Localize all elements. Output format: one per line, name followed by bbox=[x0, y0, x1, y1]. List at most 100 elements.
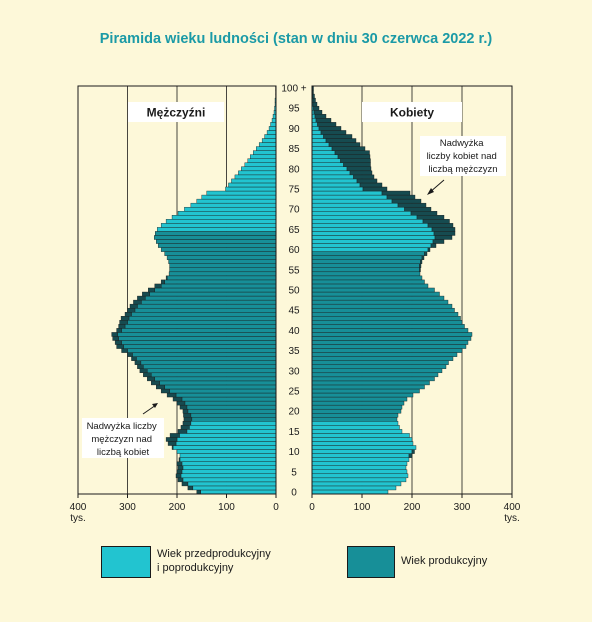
bar-women-age-62 bbox=[311, 239, 434, 244]
bar-women-age-74 bbox=[311, 190, 383, 196]
bar-women-excess-age-93 bbox=[314, 114, 327, 119]
bar-women-excess-age-98 bbox=[312, 93, 315, 99]
bar-women-age-46 bbox=[311, 303, 453, 309]
bar-men-age-66 bbox=[160, 223, 277, 228]
bar-men-excess-age-31 bbox=[137, 364, 144, 369]
bar-men-excess-age-17 bbox=[182, 421, 192, 426]
bar-men-excess-age-53 bbox=[165, 275, 168, 281]
bar-women-excess-age-94 bbox=[313, 110, 323, 115]
bar-men-excess-age-34 bbox=[127, 352, 133, 357]
bar-women-excess-age-97 bbox=[312, 97, 316, 103]
note-women-line3: liczbą mężczyzn bbox=[428, 164, 497, 175]
age-tick-label-70: 70 bbox=[288, 205, 300, 216]
bar-women-age-10 bbox=[311, 449, 413, 454]
bar-men-age-5 bbox=[181, 469, 277, 475]
age-tick-label-90: 90 bbox=[288, 124, 300, 135]
bar-women-age-48 bbox=[311, 295, 445, 301]
bar-women-excess-age-91 bbox=[317, 122, 337, 127]
bar-men-age-18 bbox=[191, 417, 277, 422]
bar-women-excess-age-81 bbox=[343, 162, 371, 167]
bar-women-age-90 bbox=[311, 126, 320, 131]
bar-men-age-48 bbox=[145, 295, 277, 301]
bar-women-age-12 bbox=[311, 441, 414, 446]
note-men-line2: mężczyzn nad bbox=[91, 434, 152, 445]
men-label: Mężczyźni bbox=[147, 106, 206, 120]
bar-men-age-51 bbox=[160, 283, 277, 289]
bar-women-age-21 bbox=[311, 404, 403, 410]
bar-women-age-15 bbox=[311, 429, 403, 434]
note-women-text: Nadwyżka liczby kobiet nad liczbą mężczy… bbox=[427, 138, 500, 175]
age-tick-label-10: 10 bbox=[288, 447, 300, 458]
bar-men-excess-age-39 bbox=[111, 332, 118, 337]
bar-women-excess-age-64 bbox=[433, 231, 456, 236]
bar-men-age-0 bbox=[200, 489, 277, 495]
bar-men-age-20 bbox=[187, 408, 277, 414]
bar-women-age-7 bbox=[311, 461, 408, 466]
bar-women-age-52 bbox=[311, 279, 425, 285]
bar-men-excess-age-19 bbox=[183, 413, 192, 418]
bar-women-excess-age-63 bbox=[434, 235, 453, 240]
bar-women-age-47 bbox=[311, 299, 449, 305]
bar-women-age-64 bbox=[311, 231, 435, 236]
bar-men-age-42 bbox=[127, 320, 277, 325]
legend-label-working: Wiek produkcyjny bbox=[401, 555, 488, 567]
bar-women-excess-age-65 bbox=[431, 227, 456, 232]
bar-women-age-9 bbox=[311, 453, 410, 458]
age-tick-label-85: 85 bbox=[288, 144, 300, 155]
legend-label-nonworking-line1: Wiek przedprodukcyjny bbox=[157, 548, 271, 560]
bar-women-excess-age-95 bbox=[313, 105, 320, 111]
bar-men-age-1 bbox=[192, 485, 277, 491]
bar-women-age-38 bbox=[311, 336, 472, 341]
bar-men-age-34 bbox=[132, 352, 277, 357]
bar-men-age-54 bbox=[168, 271, 277, 277]
chart-title: Piramida wieku ludności (stan w dniu 30 … bbox=[99, 31, 493, 47]
bar-women-age-78 bbox=[311, 174, 354, 180]
bar-women-excess-age-90 bbox=[318, 126, 342, 131]
bar-men-excess-age-47 bbox=[133, 299, 142, 305]
bar-men-age-67 bbox=[165, 219, 277, 224]
age-tick-label-55: 55 bbox=[288, 265, 300, 276]
bar-men-excess-age-38 bbox=[112, 336, 119, 341]
bar-women-age-16 bbox=[311, 425, 400, 430]
bar-men-excess-age-43 bbox=[120, 316, 130, 321]
bar-women-age-76 bbox=[311, 182, 361, 188]
bar-women-age-0 bbox=[311, 489, 389, 495]
bar-men-age-92 bbox=[271, 118, 277, 123]
women-label-box bbox=[362, 102, 462, 122]
bar-men-age-13 bbox=[176, 437, 277, 442]
note-women-line2: liczby kobiet nad bbox=[427, 151, 497, 162]
bar-women-age-22 bbox=[311, 400, 405, 406]
bar-women-excess-age-58 bbox=[421, 255, 425, 260]
bar-women-age-1 bbox=[311, 485, 397, 491]
bar-men-excess-age-37 bbox=[114, 340, 122, 345]
bar-women-excess-age-78 bbox=[353, 174, 375, 180]
bar-men-age-69 bbox=[177, 211, 277, 216]
unit-right: tys. bbox=[504, 513, 520, 524]
bar-men-age-6 bbox=[182, 465, 277, 470]
bar-men-age-87 bbox=[261, 138, 277, 143]
bar-women-excess-age-68 bbox=[416, 215, 445, 220]
bar-men-age-24 bbox=[175, 392, 277, 398]
age-tick-label-35: 35 bbox=[288, 346, 300, 357]
bar-men-age-73 bbox=[201, 194, 277, 200]
x-tick-label-left-400: 400 bbox=[70, 502, 87, 513]
bar-women-age-60 bbox=[311, 247, 429, 252]
bar-men-age-79 bbox=[238, 170, 277, 176]
bar-men-age-26 bbox=[164, 384, 277, 390]
bar-women-excess-age-55 bbox=[419, 267, 421, 273]
bar-women-excess-age-77 bbox=[356, 178, 378, 184]
bar-men-age-61 bbox=[157, 243, 277, 248]
note-men-line3: liczbą kobiet bbox=[97, 447, 150, 458]
bar-men-age-19 bbox=[190, 413, 277, 418]
bar-women-age-4 bbox=[311, 473, 409, 479]
note-men-line1: Nadwyżka liczby bbox=[87, 421, 157, 432]
bar-women-age-30 bbox=[311, 368, 443, 374]
bar-women-age-28 bbox=[311, 376, 435, 382]
bar-men-age-14 bbox=[179, 433, 277, 438]
bar-men-age-55 bbox=[169, 267, 277, 273]
bar-women-age-58 bbox=[311, 255, 423, 260]
bar-women-excess-age-74 bbox=[381, 190, 411, 196]
bar-men-age-10 bbox=[176, 449, 277, 454]
bar-women-age-79 bbox=[311, 170, 351, 176]
bar-men-excess-age-0 bbox=[196, 489, 201, 495]
